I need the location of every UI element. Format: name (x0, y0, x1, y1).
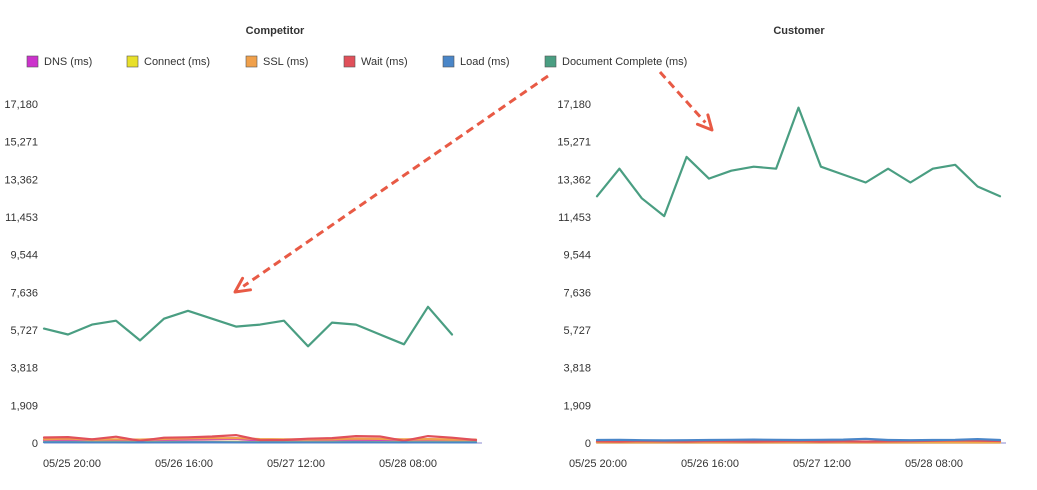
arrow-to-customer-line (658, 70, 714, 132)
chart-title: Customer (773, 25, 825, 37)
legend-item-dns[interactable]: DNS (ms) (26, 55, 92, 68)
legend-item-load[interactable]: Load (ms) (442, 55, 510, 68)
chart-title: Competitor (246, 25, 305, 37)
y-tick-label: 9,544 (563, 250, 591, 262)
legend-label: DNS (ms) (44, 56, 92, 68)
annotation-arrows (233, 70, 714, 294)
series-line-document-complete (42, 305, 454, 348)
customer-chart: Customer 0 1,909 3,818 5,727 7,636 9,544 11,453… (557, 25, 1006, 470)
legend-swatch (26, 55, 39, 68)
legend-item-ssl[interactable]: SSL (ms) (245, 55, 308, 68)
y-tick-label: 17,180 (4, 99, 38, 111)
y-tick-label: 15,271 (557, 137, 591, 149)
legend-swatch (245, 55, 258, 68)
y-tick-label: 11,453 (5, 212, 38, 224)
x-tick-label: 05/26 16:00 (155, 458, 213, 470)
x-tick-label: 05/28 08:00 (379, 458, 437, 470)
y-tick-label: 1,909 (563, 400, 591, 412)
x-tick-label: 05/28 08:00 (905, 458, 963, 470)
y-tick-label: 7,636 (10, 287, 38, 299)
y-tick-label: 17,180 (557, 99, 591, 111)
legend-label: Wait (ms) (361, 56, 408, 68)
x-tick-label: 05/26 16:00 (681, 458, 739, 470)
x-tick-label: 05/25 20:00 (43, 458, 101, 470)
legend-item-connect[interactable]: Connect (ms) (126, 55, 210, 68)
y-tick-label: 0 (585, 438, 591, 450)
legend-item-wait[interactable]: Wait (ms) (343, 55, 408, 68)
y-tick-label: 1,909 (10, 400, 38, 412)
legend-label: Document Complete (ms) (562, 56, 687, 68)
legend-label: SSL (ms) (263, 56, 308, 68)
legend-item-document-complete[interactable]: Document Complete (ms) (544, 55, 687, 68)
y-tick-label: 7,636 (563, 287, 591, 299)
arrow-shaft (658, 70, 707, 124)
y-tick-label: 13,362 (557, 174, 591, 186)
y-tick-label: 9,544 (10, 250, 38, 262)
arrow-head (233, 276, 252, 294)
legend-swatch (126, 55, 139, 68)
y-tick-label: 5,727 (10, 325, 38, 337)
legend-swatch (343, 55, 356, 68)
y-tick-label: 0 (32, 438, 38, 450)
y-tick-label: 15,271 (4, 137, 38, 149)
legend-label: Load (ms) (460, 56, 510, 68)
x-tick-label: 05/27 12:00 (793, 458, 851, 470)
competitor-chart: Competitor 0 1,909 3,818 5,727 7,636 9,544 11,4… (4, 25, 482, 470)
y-tick-label: 3,818 (10, 363, 38, 375)
series-line-wait (42, 434, 478, 442)
y-tick-label: 11,453 (558, 212, 591, 224)
arrow-head (695, 113, 714, 132)
y-tick-label: 13,362 (4, 174, 38, 186)
x-tick-label: 05/25 20:00 (569, 458, 627, 470)
arrow-shaft (242, 74, 549, 288)
legend-label: Connect (ms) (144, 56, 210, 68)
series-line-load (595, 437, 1002, 442)
legend: DNS (ms) Connect (ms) SSL (ms) Wait (ms) Loa… (26, 55, 687, 68)
series-line-document-complete (595, 106, 1002, 218)
y-tick-label: 3,818 (563, 363, 591, 375)
arrow-to-competitor-line (233, 74, 549, 294)
legend-swatch (442, 55, 455, 68)
legend-swatch (544, 55, 557, 68)
x-tick-label: 05/27 12:00 (267, 458, 325, 470)
y-tick-label: 5,727 (563, 325, 591, 337)
